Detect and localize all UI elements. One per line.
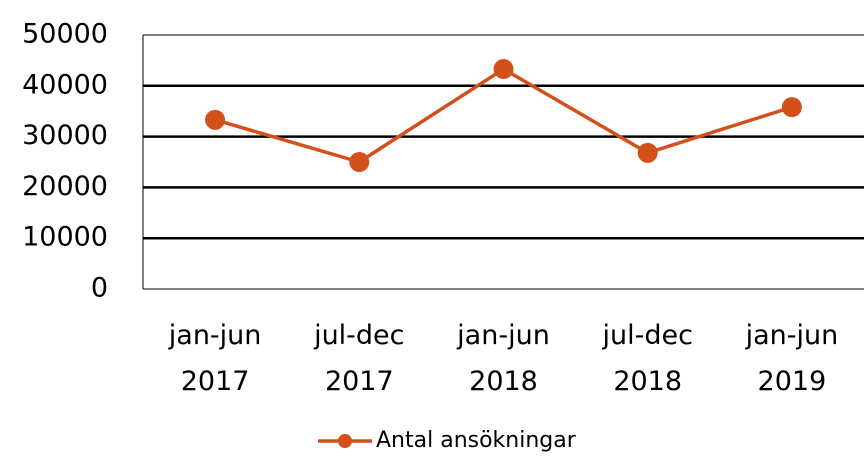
x-tick-label: jan-jun 2018 (456, 320, 550, 397)
y-tick-label: 30000 (22, 120, 108, 151)
legend-marker (338, 434, 352, 448)
y-tick-label: 10000 (22, 222, 108, 253)
series-line (214, 66, 793, 164)
point (637, 142, 658, 163)
y-tick-label: 40000 (22, 69, 108, 100)
x-tick-label: jan-jun 2017 (168, 320, 262, 397)
point (781, 97, 802, 118)
x-tick-label: jul-dec 2018 (601, 320, 692, 397)
x-tick-label: jul-dec 2017 (313, 320, 404, 397)
point (349, 152, 370, 172)
y-tick-label: 20000 (22, 171, 108, 202)
y-tick-label: 0 (91, 273, 108, 304)
point (493, 59, 514, 80)
y-tick-label: 50000 (22, 19, 108, 50)
x-tick-label: jan-jun 2019 (745, 320, 839, 397)
legend-label: Antal ansökningar (376, 428, 577, 453)
point (205, 109, 226, 130)
